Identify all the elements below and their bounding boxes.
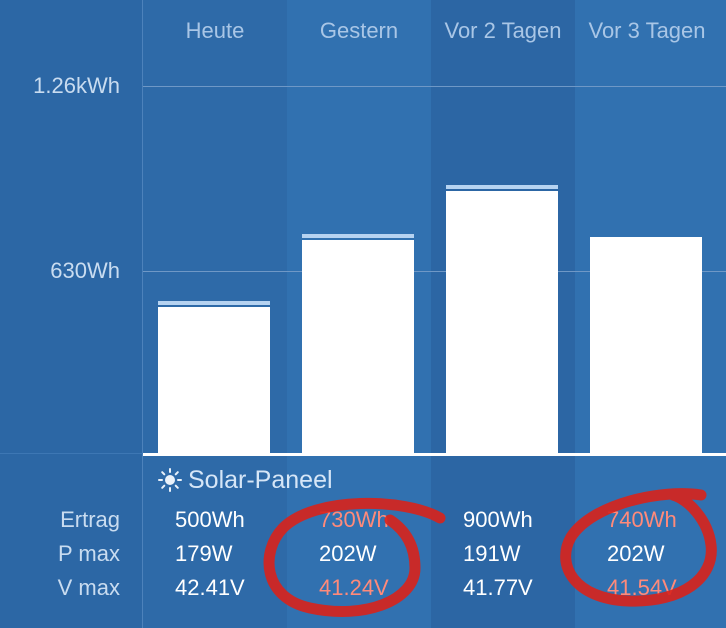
category-label: Heute [185,18,245,43]
table-cell: 730Wh [319,507,389,532]
table-cell: 42.41V [175,575,245,600]
table-cell: 900Wh [463,507,533,532]
sun-icon [158,468,182,492]
table-cell: 202W [607,541,665,566]
bar [302,240,414,453]
bar [446,190,558,453]
chart-baseline [143,453,726,456]
category-label: Gestern [319,18,399,43]
bar-cap [302,234,414,239]
row-label-v-max: V max [57,575,120,600]
row-label-p-max: P max [58,541,120,566]
row-label-ertrag: Ertrag [60,507,120,532]
category-label: Vor 3 Tagen [588,18,706,43]
y-tick-label: 630Wh [50,258,120,283]
table-cell: 41.77V [463,575,533,600]
section-title: Solar-Paneel [188,466,333,494]
table-cell: 41.54V [607,575,677,600]
table-cell: 740Wh [607,507,677,532]
table-cell: 41.24V [319,575,389,600]
table-cell: 202W [319,541,377,566]
bar-cap [446,184,558,189]
bar [590,237,702,453]
y-tick-label: 1.26kWh [33,73,120,98]
gridline [143,86,726,87]
table-cell: 179W [175,541,233,566]
table-cell: 500Wh [175,507,245,532]
bar [158,307,270,453]
category-label: Vor 2 Tagen [444,18,562,43]
panel-divider [0,453,143,454]
table-cell: 191W [463,541,521,566]
bar-cap [158,301,270,306]
axis-divider [142,0,143,628]
gridline [143,271,726,272]
